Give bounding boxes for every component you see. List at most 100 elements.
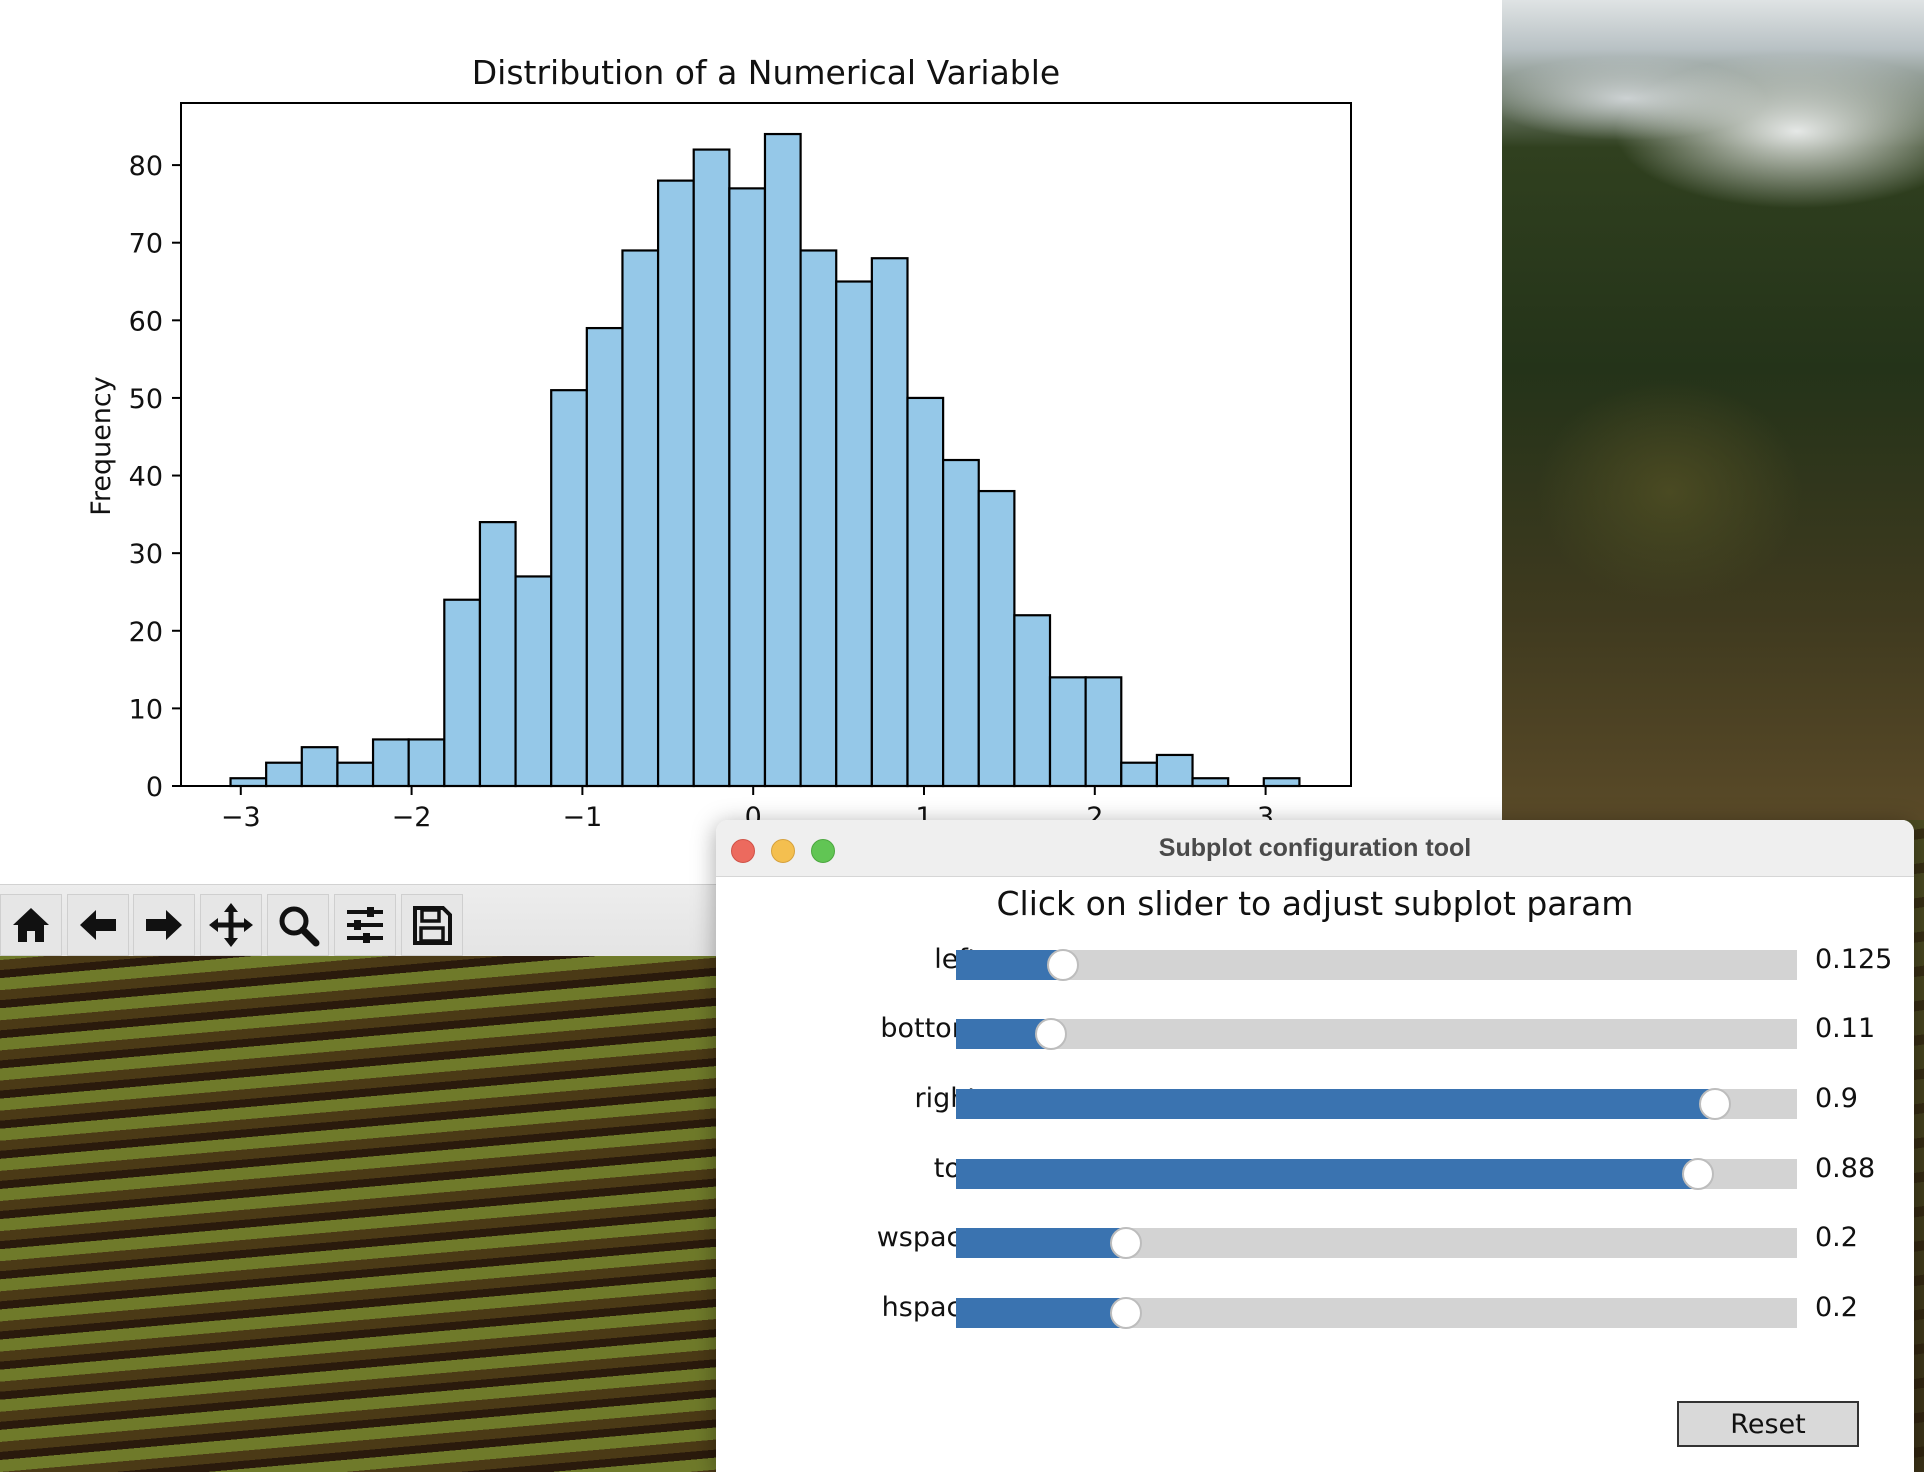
histogram-bar: [336, 761, 375, 788]
slider-row-left: left 0.125: [716, 944, 1914, 981]
x-tick-label: −3: [221, 802, 261, 833]
histogram-bar: [692, 148, 731, 788]
histogram-bar: [443, 598, 482, 788]
reset-button[interactable]: Reset: [1677, 1401, 1859, 1447]
close-window-button[interactable]: [731, 839, 755, 863]
y-tick-label: 30: [129, 539, 163, 570]
slider-handle-left[interactable]: [1047, 949, 1080, 981]
histogram-bar: [728, 187, 767, 788]
bars-layer: [229, 132, 1301, 788]
slider-handle-top[interactable]: [1682, 1158, 1715, 1190]
slider-handle-right[interactable]: [1698, 1088, 1731, 1120]
slider-value-hspace: 0.2: [1815, 1292, 1858, 1323]
slider-label-top: top: [778, 1153, 978, 1184]
histogram-bar: [977, 489, 1016, 788]
histogram-bar: [942, 458, 980, 788]
wallpaper-misty-hills: [1500, 0, 1924, 820]
slider-value-wspace: 0.2: [1815, 1222, 1858, 1253]
histogram-bar: [300, 746, 339, 788]
histogram-bar: [763, 132, 802, 788]
histogram-bar: [1013, 614, 1052, 788]
figure-window: −3 −2 −1 0 1 2 3 0 10 20 30 40 50 60 70 80 Distributio…: [0, 53, 1502, 956]
configure-subplots-button[interactable]: [334, 894, 396, 956]
histogram-bar: [1191, 777, 1230, 788]
histogram-bar: [799, 249, 838, 788]
y-axis-ticks: 0 10 20 30 40 50 60 70 80: [129, 151, 181, 803]
slider-row-wspace: wspace 0.2: [716, 1222, 1914, 1259]
slider-fill-wspace: [956, 1228, 1125, 1258]
home-icon: [13, 908, 49, 942]
slider-track-bottom[interactable]: [956, 1018, 1797, 1050]
histogram-bar: [1120, 761, 1158, 788]
histogram-bar: [265, 761, 303, 788]
y-tick-label: 40: [129, 462, 163, 493]
histogram-bar: [1084, 676, 1123, 788]
pan-button[interactable]: [200, 894, 262, 956]
slider-fill-bottom: [956, 1019, 1049, 1049]
slider-track-left[interactable]: [956, 949, 1797, 981]
slider-row-hspace: hspace 0.2: [716, 1292, 1914, 1329]
axes-frame: [180, 102, 1352, 787]
slider-track-top[interactable]: [956, 1158, 1797, 1190]
slider-label-right: right: [914, 1083, 978, 1114]
slider-value-bottom: 0.11: [1815, 1013, 1876, 1044]
forward-button[interactable]: [133, 894, 195, 956]
maximize-window-button[interactable]: [811, 839, 835, 863]
slider-track-hspace[interactable]: [956, 1297, 1797, 1329]
slider-label-hspace: hspace: [881, 1292, 978, 1323]
y-tick-label: 10: [129, 694, 163, 725]
histogram-bar: [514, 575, 553, 788]
pan-icon: [209, 903, 253, 947]
histogram-bar: [1048, 676, 1087, 788]
slider-fill-right: [956, 1089, 1713, 1119]
slider-row-right: right 0.9: [716, 1083, 1914, 1120]
slider-label-wspace: wspace: [876, 1222, 978, 1253]
slider-track-wspace[interactable]: [956, 1227, 1797, 1259]
slider-track-right[interactable]: [956, 1088, 1797, 1120]
histogram-bar: [906, 396, 945, 788]
slider-value-top: 0.88: [1815, 1153, 1876, 1184]
slider-label-left: left: [778, 944, 978, 975]
x-tick-label: −1: [562, 802, 602, 833]
slider-handle-wspace[interactable]: [1110, 1227, 1143, 1259]
y-tick-label: 0: [146, 772, 163, 803]
y-axis-label: Frequency: [86, 376, 117, 516]
wallpaper-vineyard-rows: [0, 940, 720, 1472]
histogram-bar: [585, 326, 624, 788]
dialog-titlebar: Subplot configuration tool: [716, 820, 1914, 877]
chart-title: Distribution of a Numerical Variable: [472, 53, 1060, 92]
slider-row-top: top 0.88: [716, 1153, 1914, 1190]
y-tick-label: 70: [129, 229, 163, 260]
back-arrow-icon: [80, 910, 116, 940]
slider-fill-left: [956, 950, 1062, 980]
histogram-bar: [478, 521, 517, 788]
minimize-window-button[interactable]: [771, 839, 795, 863]
slider-label-bottom: bottom: [880, 1013, 978, 1044]
histogram-bar: [550, 389, 588, 788]
slider-handle-bottom[interactable]: [1034, 1018, 1067, 1050]
histogram-bar: [407, 738, 446, 788]
histogram-bar: [1262, 777, 1301, 788]
save-icon: [413, 906, 452, 945]
y-tick-label: 80: [129, 151, 163, 182]
save-button[interactable]: [401, 894, 463, 956]
home-button[interactable]: [0, 894, 62, 956]
forward-arrow-icon: [146, 910, 182, 940]
configure-subplots-icon: [347, 907, 383, 943]
y-tick-label: 50: [129, 384, 163, 415]
y-tick-label: 60: [129, 306, 163, 337]
slider-handle-hspace[interactable]: [1110, 1297, 1143, 1329]
slider-row-bottom: bottom 0.11: [716, 1013, 1914, 1050]
histogram-bar: [621, 249, 660, 788]
back-button[interactable]: [67, 894, 129, 956]
slider-fill-top: [956, 1159, 1697, 1189]
subplot-config-dialog: Subplot configuration tool Click on slid…: [716, 820, 1914, 1472]
zoom-icon: [279, 906, 320, 947]
histogram-bar: [835, 280, 873, 788]
histogram-bar: [1155, 753, 1194, 788]
histogram-bar: [870, 257, 909, 788]
zoom-button[interactable]: [267, 894, 329, 956]
slider-value-left: 0.125: [1815, 944, 1893, 975]
slider-fill-hspace: [956, 1298, 1125, 1328]
